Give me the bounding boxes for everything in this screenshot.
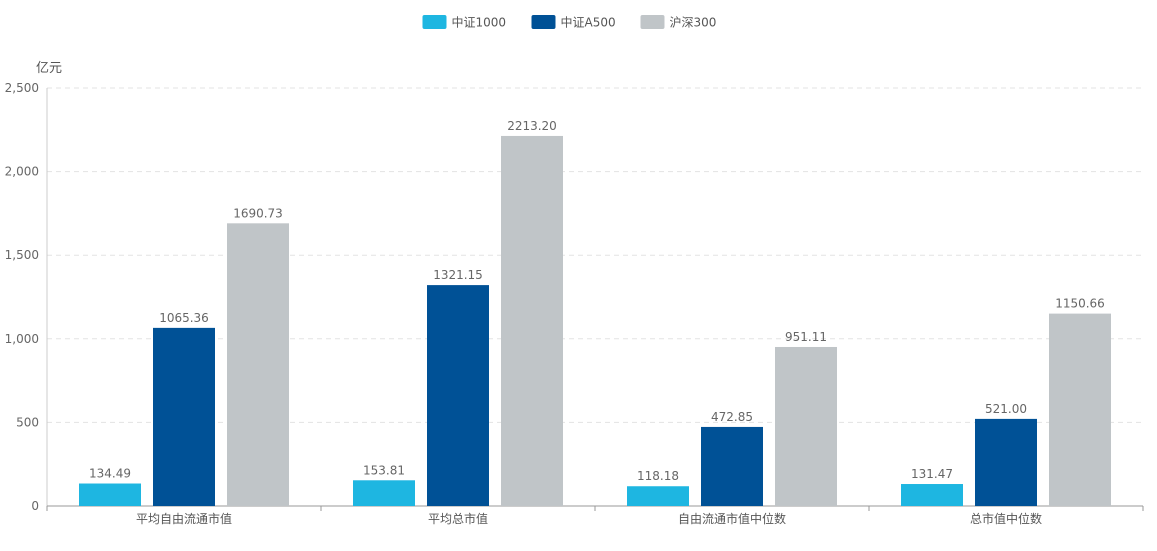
legend-label: 中证A500 bbox=[561, 15, 616, 30]
x-tick-label: 自由流通市值中位数 bbox=[678, 511, 786, 526]
bar[interactable] bbox=[627, 486, 689, 506]
bar[interactable] bbox=[775, 346, 837, 506]
data-label: 521.00 bbox=[985, 402, 1027, 416]
data-label: 118.18 bbox=[637, 469, 679, 483]
data-label: 1321.15 bbox=[433, 268, 483, 282]
bar[interactable] bbox=[427, 285, 489, 506]
data-label: 1690.73 bbox=[233, 206, 283, 220]
x-tick-label: 总市值中位数 bbox=[970, 511, 1042, 526]
legend-label: 中证1000 bbox=[452, 15, 507, 30]
y-tick-label: 1,000 bbox=[5, 332, 39, 346]
data-label: 153.81 bbox=[363, 463, 405, 477]
data-label: 131.47 bbox=[911, 467, 953, 481]
y-tick-label: 2,500 bbox=[5, 81, 39, 95]
data-label: 1065.36 bbox=[159, 311, 209, 325]
bar[interactable] bbox=[227, 223, 289, 506]
y-axis-label: 亿元 bbox=[36, 61, 62, 76]
data-labels: 134.49 1065.36 1690.73 153.81 1321.15 2213.20… bbox=[89, 119, 1105, 483]
legend-label: 沪深300 bbox=[670, 16, 717, 30]
bars bbox=[79, 135, 1111, 507]
y-tick-label: 2,000 bbox=[5, 165, 39, 179]
data-label: 134.49 bbox=[89, 467, 131, 481]
bar[interactable] bbox=[501, 135, 563, 507]
y-tick-label: 1,500 bbox=[5, 248, 39, 262]
data-label: 2213.20 bbox=[507, 119, 557, 133]
x-tick-label: 平均总市值 bbox=[428, 511, 488, 526]
legend-swatch bbox=[422, 15, 447, 29]
bar[interactable] bbox=[975, 418, 1037, 506]
bar[interactable] bbox=[1049, 313, 1111, 506]
bar[interactable] bbox=[353, 480, 415, 506]
legend[interactable]: 中证1000 中证A500 沪深300 bbox=[422, 15, 717, 30]
bar[interactable] bbox=[701, 426, 763, 506]
legend-item[interactable]: 中证A500 bbox=[531, 15, 616, 30]
legend-item[interactable]: 中证1000 bbox=[422, 15, 507, 30]
data-label: 472.85 bbox=[711, 410, 753, 424]
legend-swatch bbox=[640, 15, 665, 29]
x-tick-label: 平均自由流通市值 bbox=[136, 511, 232, 526]
legend-swatch bbox=[531, 15, 556, 29]
y-tick-label: 0 bbox=[31, 499, 39, 513]
data-label: 1150.66 bbox=[1055, 297, 1105, 311]
y-tick-label: 500 bbox=[16, 415, 39, 429]
bar[interactable] bbox=[79, 483, 141, 506]
legend-item[interactable]: 沪深300 bbox=[640, 15, 717, 30]
bar[interactable] bbox=[901, 484, 963, 506]
bar[interactable] bbox=[153, 327, 215, 506]
data-label: 951.11 bbox=[785, 330, 827, 344]
